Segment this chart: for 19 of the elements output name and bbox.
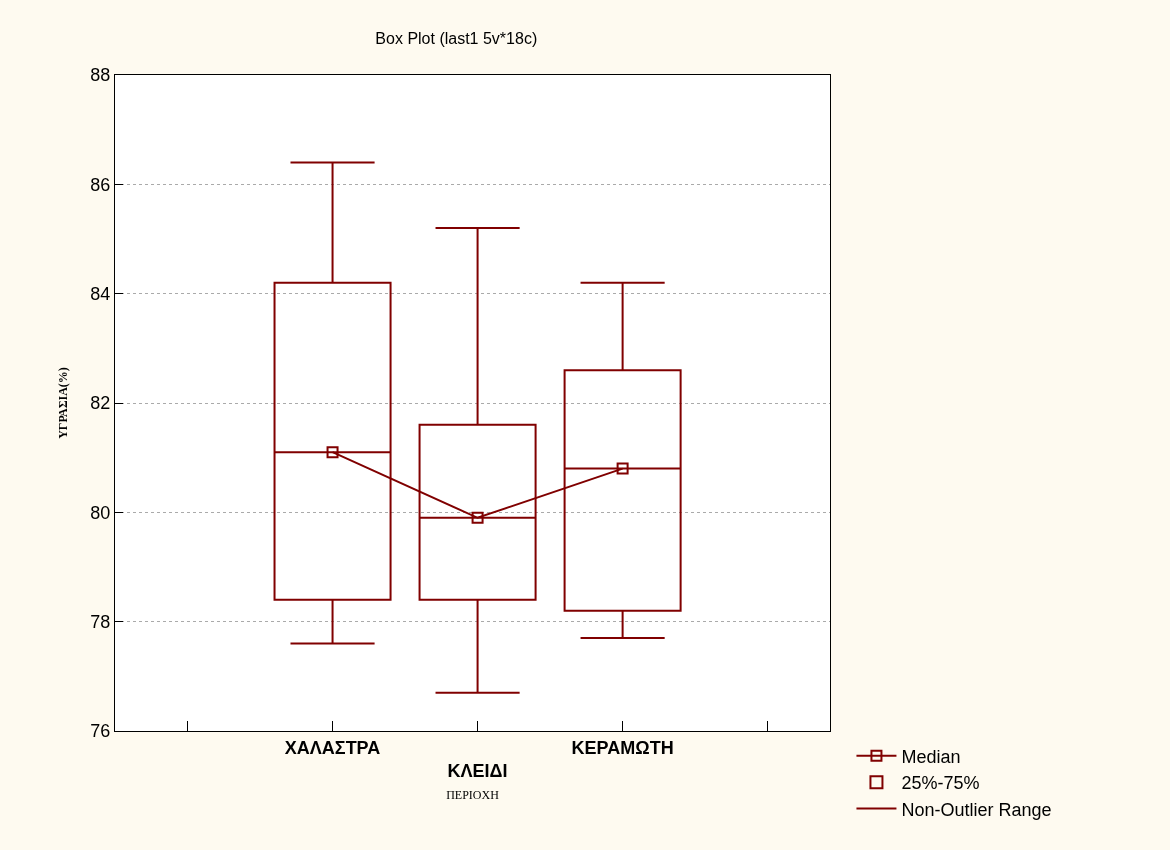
- x-axis-title: ΠΕΡΙΟΧΗ: [446, 787, 500, 802]
- y-tick-label: 86: [90, 174, 111, 195]
- legend-label: Median: [901, 746, 961, 767]
- point: [616, 462, 629, 475]
- legend-label: 25%-75%: [901, 773, 980, 794]
- x-tick-label: ΚΛΕΙΔΙ: [447, 761, 508, 781]
- y-axis-title: ΥΓΡΑΣΙΑ(%): [55, 367, 70, 439]
- x-tick-label: ΧΑΛΑΣΤΡΑ: [284, 737, 381, 758]
- text: Non-Outlier Range: [901, 799, 1052, 820]
- y-tick-label: 88: [90, 65, 111, 86]
- chart-title: Box Plot (last1 5v*18c): [375, 29, 538, 47]
- y-tick-label: 82: [90, 393, 111, 414]
- point: [326, 446, 339, 459]
- x-tick-label: ΚΕΡΑΜΩΤΗ: [571, 737, 674, 758]
- y-tick-label: 84: [90, 283, 111, 304]
- y-tick-label: 80: [90, 502, 111, 523]
- y-tick-label: 76: [90, 721, 111, 742]
- y-tick-label: 78: [90, 611, 111, 632]
- point: [471, 511, 484, 524]
